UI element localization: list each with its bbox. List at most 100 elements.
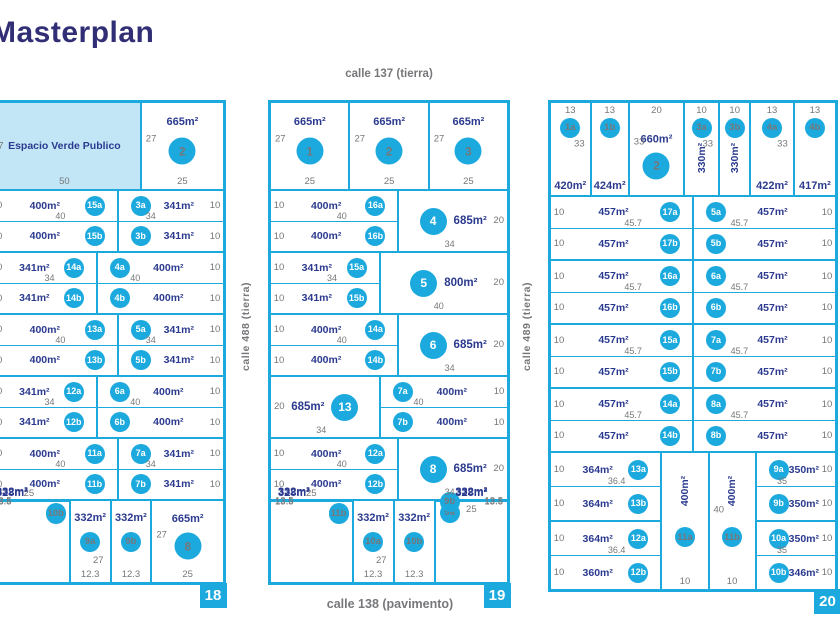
plot-marker-3a[interactable]: 3a bbox=[691, 117, 712, 138]
plot-marker-13[interactable]: 13 bbox=[331, 393, 359, 421]
plot-marker-5b[interactable]: 5b bbox=[706, 233, 726, 254]
plot-marker-5[interactable]: 5 bbox=[410, 269, 438, 297]
plot-marker-3b[interactable]: 3b bbox=[724, 117, 745, 138]
plot-marker-6a[interactable]: 6a bbox=[109, 381, 130, 402]
band-right: 7a 400m² 10 40 7b 400m² 10 bbox=[378, 377, 507, 437]
plot-marker-7b[interactable]: 7b bbox=[130, 474, 151, 495]
plot-marker-1a[interactable]: 1a bbox=[560, 117, 581, 138]
plot-marker-8[interactable]: 8 bbox=[174, 532, 202, 560]
plot-marker-14b[interactable]: 14b bbox=[660, 425, 680, 446]
plot-marker-9b[interactable]: 9b bbox=[439, 492, 460, 512]
plot-marker-3b[interactable]: 3b bbox=[130, 226, 151, 247]
plot-marker-4b[interactable]: 4b bbox=[109, 288, 130, 309]
area-label: 400m² bbox=[311, 199, 342, 212]
plot-marker-16b[interactable]: 16b bbox=[660, 297, 680, 318]
plot-marker-14a[interactable]: 14a bbox=[365, 319, 386, 340]
plot-marker-15a[interactable]: 15a bbox=[660, 330, 680, 351]
parcel-row-3a: 3a 341m² 10 34 bbox=[119, 191, 223, 221]
plot-marker-6b[interactable]: 6b bbox=[109, 412, 130, 433]
area-label: 400m² bbox=[29, 199, 60, 212]
plot-marker-12a[interactable]: 12a bbox=[365, 443, 386, 464]
plot-marker-9b[interactable]: 9b bbox=[120, 531, 141, 552]
plot-marker-13b[interactable]: 13b bbox=[84, 350, 105, 371]
plot-marker-5b[interactable]: 5b bbox=[130, 350, 151, 371]
plot-marker-11a[interactable]: 11a bbox=[84, 443, 105, 464]
plot-marker-11b[interactable]: 11b bbox=[722, 527, 743, 548]
plot-marker-11a[interactable]: 11a bbox=[674, 527, 695, 548]
plot-marker-15b[interactable]: 15b bbox=[346, 288, 367, 309]
plot-marker-10b[interactable]: 10b bbox=[45, 504, 66, 524]
plot-marker-2[interactable]: 2 bbox=[642, 152, 670, 180]
plot-2: 665m² 27 2 25 bbox=[139, 103, 223, 189]
plot-marker-15b[interactable]: 15b bbox=[660, 361, 680, 382]
plot-marker-11b[interactable]: 11b bbox=[84, 474, 105, 495]
plot-marker-10b[interactable]: 10b bbox=[404, 531, 425, 552]
plot-marker-9a[interactable]: 9a bbox=[768, 459, 789, 480]
plot-marker-10a[interactable]: 10a bbox=[363, 531, 384, 552]
plot-marker-6b[interactable]: 6b bbox=[706, 297, 726, 318]
plot-marker-1b[interactable]: 1b bbox=[599, 117, 620, 138]
area-label: 341m² bbox=[19, 261, 50, 274]
dimension-label: 27 bbox=[145, 133, 157, 145]
plot-marker-13a[interactable]: 13a bbox=[628, 459, 649, 480]
plot-marker-7a[interactable]: 7a bbox=[130, 443, 151, 464]
street-label-calle-488: calle 488 (tierra) bbox=[240, 282, 252, 371]
dimension-label: 10 bbox=[821, 567, 833, 578]
plot-marker-4a[interactable]: 4a bbox=[109, 257, 130, 278]
band-right: 5a 341m² 10 34 5b 341m² 10 bbox=[116, 315, 223, 375]
plot-marker-14b[interactable]: 14b bbox=[63, 288, 84, 309]
plot-marker-3a[interactable]: 3a bbox=[130, 195, 151, 216]
dimension-label: 10 bbox=[0, 262, 5, 273]
plot-marker-15a[interactable]: 15a bbox=[346, 257, 367, 278]
plot-marker-13b[interactable]: 13b bbox=[628, 493, 649, 514]
plot-marker-1[interactable]: 1 bbox=[296, 137, 324, 165]
plot-marker-4a[interactable]: 4a bbox=[762, 117, 783, 138]
plot-marker-14a[interactable]: 14a bbox=[660, 394, 680, 415]
plot-marker-14a[interactable]: 14a bbox=[63, 257, 84, 278]
plot-marker-6a[interactable]: 6a bbox=[706, 266, 726, 287]
plot-marker-12a[interactable]: 12a bbox=[628, 528, 649, 549]
plot-marker-5a[interactable]: 5a bbox=[130, 319, 151, 340]
plot-marker-14b[interactable]: 14b bbox=[365, 350, 386, 371]
plot-1: 665m² 27 1 25 bbox=[271, 103, 348, 189]
plot-marker-12b[interactable]: 12b bbox=[628, 562, 649, 583]
plot-marker-9b[interactable]: 9b bbox=[768, 493, 789, 514]
plot-marker-13a[interactable]: 13a bbox=[84, 319, 105, 340]
plot-marker-7b[interactable]: 7b bbox=[392, 412, 413, 433]
area-label: 341m² bbox=[19, 385, 50, 398]
plot-marker-16a[interactable]: 16a bbox=[660, 266, 680, 287]
plot-marker-16b[interactable]: 16b bbox=[365, 226, 386, 247]
plot-marker-12b[interactable]: 12b bbox=[365, 474, 386, 495]
plot-marker-9a[interactable]: 9a bbox=[80, 531, 101, 552]
plot-marker-6[interactable]: 6 bbox=[419, 331, 447, 359]
plot-marker-17a[interactable]: 17a bbox=[660, 202, 680, 223]
plot-marker-10b[interactable]: 10b bbox=[768, 562, 789, 583]
plot-marker-4[interactable]: 4 bbox=[419, 207, 447, 235]
plot-marker-15b[interactable]: 15b bbox=[84, 226, 105, 247]
plot-marker-2[interactable]: 2 bbox=[168, 137, 196, 165]
dimension-label: 10 bbox=[0, 386, 5, 397]
dimension-label: 25 bbox=[23, 487, 35, 499]
plot-marker-11b[interactable]: 11b bbox=[328, 504, 349, 524]
plot-marker-7a[interactable]: 7a bbox=[706, 330, 726, 351]
plot-marker-15a[interactable]: 15a bbox=[84, 195, 105, 216]
parcel-row-14a: 10 457m² 14a 45.7 bbox=[551, 389, 692, 420]
plot-11b: 400m² 40 11b 10 bbox=[707, 453, 755, 589]
plot-marker-12b[interactable]: 12b bbox=[63, 412, 84, 433]
area-label: 685m² bbox=[453, 215, 487, 227]
plot-marker-3[interactable]: 3 bbox=[454, 137, 482, 165]
parcel-row-13b: 10 364m² 13b bbox=[551, 486, 661, 520]
plot-marker-2[interactable]: 2 bbox=[375, 137, 403, 165]
plot-marker-7a[interactable]: 7a bbox=[392, 381, 413, 402]
block-bottom-section: 13.511a332m²2513.511b328m²332m²10a2712.3… bbox=[271, 487, 507, 582]
plot-marker-12a[interactable]: 12a bbox=[63, 381, 84, 402]
plot-marker-8b[interactable]: 8b bbox=[706, 425, 726, 446]
plot-marker-4b[interactable]: 4b bbox=[804, 117, 825, 138]
plot-marker-5a[interactable]: 5a bbox=[706, 202, 726, 223]
plot-marker-8a[interactable]: 8a bbox=[706, 394, 726, 415]
plot-marker-16a[interactable]: 16a bbox=[365, 195, 386, 216]
plot-marker-8[interactable]: 8 bbox=[419, 455, 447, 483]
plot-marker-7b[interactable]: 7b bbox=[706, 361, 726, 382]
plot-marker-10a[interactable]: 10a bbox=[768, 528, 789, 549]
plot-marker-17b[interactable]: 17b bbox=[660, 233, 680, 254]
